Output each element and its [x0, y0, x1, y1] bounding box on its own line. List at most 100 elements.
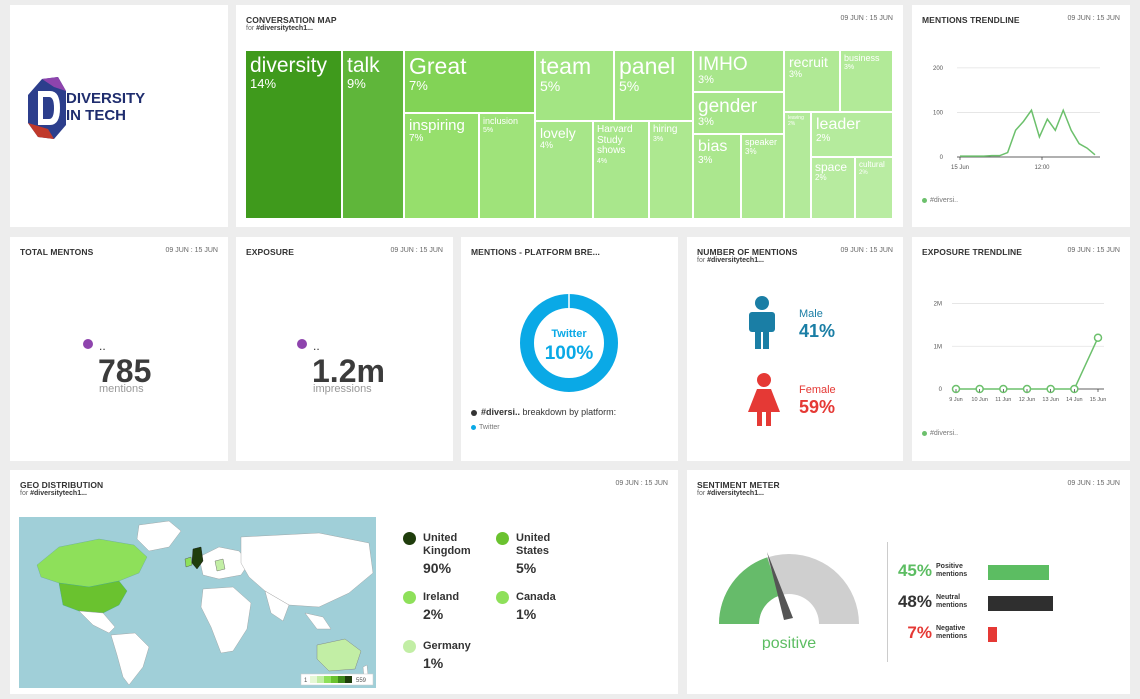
geo-country-name: Germany	[423, 640, 471, 652]
treemap-cell-harvard-study-shows[interactable]: Harvard Study shows 4%	[593, 121, 649, 219]
treemap-cell-hiring[interactable]: hiring 3%	[649, 121, 693, 219]
male-label: Male	[799, 308, 823, 320]
y-tick-label: 100	[933, 110, 944, 116]
treemap-cell-leaving[interactable]: leaving 2%	[784, 112, 811, 219]
treemap-cell-panel[interactable]: panel 5%	[614, 50, 693, 121]
treemap-word: recruit	[789, 54, 828, 70]
treemap-cell-talk[interactable]: talk 9%	[342, 50, 404, 219]
sentiment-row-neutral[interactable]: 48% Neutral mentions	[892, 593, 1122, 615]
platform-breakdown-card: MENTIONS - PLATFORM BRE... Twitter 100% …	[461, 237, 678, 461]
treemap-word: panel	[619, 53, 676, 79]
logo-card: DIVERSITY IN TECH	[10, 5, 228, 227]
treemap-word: bias	[698, 138, 728, 155]
scale-min: 1	[304, 678, 308, 684]
exposure-card: EXPOSURE 09 JUN : 15 JUN .. 1.2m impress…	[236, 237, 453, 461]
exposure-value: 1.2m	[312, 353, 385, 389]
treemap-cell-bias[interactable]: bias 3%	[693, 134, 741, 219]
sentiment-percent: 45%	[897, 561, 932, 580]
treemap-percent: 4%	[540, 140, 554, 150]
date-range[interactable]: 09 JUN : 15 JUN	[840, 247, 893, 254]
treemap-word: diversity	[250, 54, 328, 77]
treemap-word: hiring	[653, 124, 678, 135]
geo-country-name: United Kingdom	[423, 532, 471, 557]
scale-max: 559	[356, 678, 367, 684]
geo-item-ireland[interactable]: Ireland 2%	[403, 591, 493, 641]
total-mentions-card: TOTAL MENTONS 09 JUN : 15 JUN .. 785 men…	[10, 237, 228, 461]
treemap-cell-diversity[interactable]: diversity 14%	[245, 50, 342, 219]
geo-color-dot	[403, 591, 416, 604]
date-range[interactable]: 09 JUN : 15 JUN	[165, 247, 218, 254]
world-map[interactable]: 1 559	[19, 517, 376, 688]
treemap-cell-business[interactable]: business 3%	[840, 50, 893, 112]
treemap-cell-leader[interactable]: leader 2%	[811, 112, 893, 157]
series-dot	[297, 339, 307, 349]
sentiment-bar	[988, 565, 1049, 580]
series-point[interactable]	[1093, 333, 1103, 342]
geo-color-dot	[403, 532, 416, 545]
x-tick-label: 12 Jun	[1019, 397, 1036, 403]
treemap-cell-lovely[interactable]: lovely 4%	[535, 121, 593, 219]
y-tick-label: 0	[940, 155, 944, 161]
treemap-word: business	[844, 53, 880, 63]
sentiment-percent: 48%	[897, 592, 932, 611]
diversity-in-tech-logo: DIVERSITY IN TECH	[28, 77, 145, 139]
treemap-cell-cultural[interactable]: cultural 2%	[855, 157, 893, 219]
female-label: Female	[799, 384, 836, 396]
geo-percent: 5%	[516, 560, 537, 576]
sentiment-divider	[887, 542, 888, 662]
geo-item-germany[interactable]: Germany 1%	[403, 640, 493, 690]
series-line[interactable]	[960, 108, 1096, 157]
treemap-cell-inclusion[interactable]: inclusion 5%	[479, 113, 535, 219]
legend-dot	[471, 424, 476, 430]
treemap-cell-inspiring[interactable]: inspiring 7%	[404, 113, 479, 219]
geo-item-united-states[interactable]: United States 5%	[496, 532, 586, 582]
card-subtitle: for #diversitytech1...	[697, 490, 764, 497]
card-title: SENTIMENT METER	[697, 480, 780, 490]
treemap-cell-great[interactable]: Great 7%	[404, 50, 535, 113]
date-range[interactable]: 09 JUN : 15 JUN	[615, 480, 668, 487]
sentiment-row-negative[interactable]: 7% Negative mentions	[892, 624, 1122, 646]
sentiment-bar	[988, 596, 1053, 611]
date-range[interactable]: 09 JUN : 15 JUN	[840, 15, 893, 22]
legend-dot	[922, 430, 927, 436]
treemap-word: Harvard Study shows	[597, 124, 633, 156]
treemap-cell-team[interactable]: team 5%	[535, 50, 614, 121]
treemap-word: Great	[409, 53, 467, 79]
date-range[interactable]: 09 JUN : 15 JUN	[390, 247, 443, 254]
mentions-line-chart: 200 100 0 15 Jun 12:00	[933, 66, 1100, 171]
map-scale-legend: 1 559	[300, 673, 374, 686]
geo-item-united-kingdom[interactable]: United Kingdom 90%	[403, 532, 493, 582]
platform-legend[interactable]: Twitter	[471, 424, 500, 431]
gauge-positive-arc	[718, 557, 780, 624]
treemap-cell-space[interactable]: space 2%	[811, 157, 855, 219]
date-range[interactable]: 09 JUN : 15 JUN	[1067, 247, 1120, 254]
treemap-cell-imho[interactable]: IMHO 3%	[693, 50, 784, 92]
date-range[interactable]: 09 JUN : 15 JUN	[1067, 15, 1120, 22]
treemap-word: inspiring	[409, 117, 465, 134]
sentiment-row-positive[interactable]: 45% Positive mentions	[892, 562, 1122, 584]
x-tick-label: 13 Jun	[1042, 397, 1059, 403]
chart-legend[interactable]: #diversi..	[922, 430, 958, 437]
total-mentions-value: 785	[98, 353, 152, 389]
total-mentions-unit: mentions	[99, 383, 144, 395]
x-tick-label: 11 Jun	[995, 397, 1011, 403]
treemap-cell-speaker[interactable]: speaker 3%	[741, 134, 784, 219]
x-tick-label: 12:00	[1034, 165, 1050, 171]
treemap-cell-recruit[interactable]: recruit 3%	[784, 50, 840, 112]
treemap-word: IMHO	[698, 54, 748, 75]
treemap-percent: 9%	[347, 76, 366, 91]
treemap-percent: 2%	[816, 133, 831, 144]
treemap-word: leader	[816, 116, 861, 133]
sentiment-bar	[988, 627, 998, 642]
geo-item-canada[interactable]: Canada 1%	[496, 591, 586, 641]
treemap-cell-gender[interactable]: gender 3%	[693, 92, 784, 134]
geo-color-dot	[496, 591, 509, 604]
treemap-percent: 5%	[540, 78, 561, 94]
chart-legend[interactable]: #diversi..	[922, 197, 958, 204]
sentiment-label: Positive mentions	[936, 563, 968, 578]
date-range[interactable]: 09 JUN : 15 JUN	[1067, 480, 1120, 487]
sentiment-meter-card: SENTIMENT METER for #diversitytech1... 0…	[687, 470, 1130, 694]
map-ireland	[184, 556, 193, 568]
geo-percent: 2%	[423, 606, 444, 622]
treemap-word: inclusion	[483, 116, 519, 126]
